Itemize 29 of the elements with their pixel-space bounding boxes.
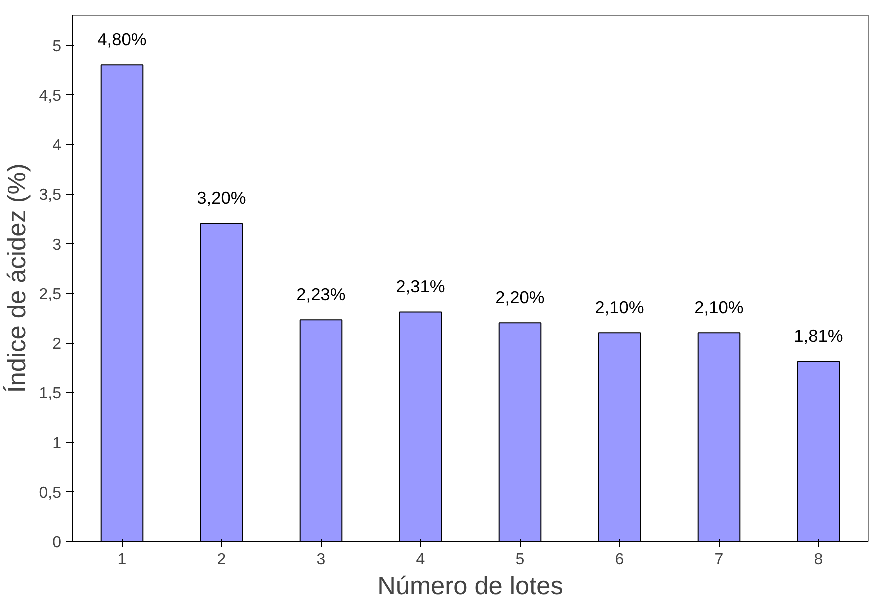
y-tick-label: 4 xyxy=(52,138,62,155)
data-label: 2,31% xyxy=(396,276,446,296)
x-tick-label: 4 xyxy=(416,552,426,568)
y-tick-label: 4,5 xyxy=(39,88,62,105)
y-tick-label: 1 xyxy=(52,435,62,452)
x-tick-label: 5 xyxy=(516,552,525,568)
data-label: 2,23% xyxy=(296,284,346,304)
x-tick-label: 3 xyxy=(316,552,326,568)
y-tick-label: 3 xyxy=(52,236,62,254)
y-axis-title: Índice de ácidez (%) xyxy=(3,164,32,394)
y-tick-label: 0 xyxy=(52,534,62,552)
y-tick-label: 0,5 xyxy=(39,484,62,502)
x-tick-label: 7 xyxy=(714,552,724,568)
y-tick-label: 2 xyxy=(52,336,62,354)
x-tick-label: 8 xyxy=(814,552,824,568)
y-tick-label: 5 xyxy=(52,38,62,56)
data-label: 1,81% xyxy=(794,326,844,346)
data-label: 4,80% xyxy=(98,29,147,50)
x-axis-title: Número de lotes xyxy=(378,572,564,600)
data-label: 2,10% xyxy=(694,297,744,318)
y-tick-label: 3,5 xyxy=(39,187,62,204)
data-label: 2,20% xyxy=(496,287,545,308)
x-tick-label: 6 xyxy=(615,552,624,568)
y-tick-label: 1,5 xyxy=(39,386,62,403)
data-label: 2,10% xyxy=(595,297,644,318)
x-tick-label: 1 xyxy=(118,552,127,568)
x-tick-label: 2 xyxy=(217,552,226,568)
y-tick-label: 2,5 xyxy=(39,286,62,304)
data-label: 3,20% xyxy=(197,188,246,208)
